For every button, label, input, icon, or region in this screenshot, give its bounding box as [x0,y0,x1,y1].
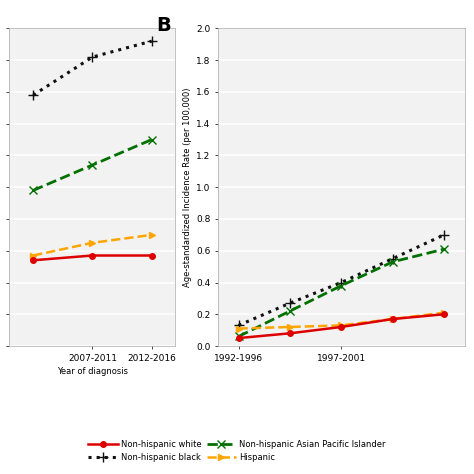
X-axis label: Year of diagnosis: Year of diagnosis [57,367,128,376]
Y-axis label: Age-standardized Incidence Rate (per 100,000): Age-standardized Incidence Rate (per 100… [183,88,192,287]
Text: B: B [156,16,171,35]
Legend: Non-hispanic white, Non-hispanic black, Non-hispanic Asian Pacific Islander, His: Non-hispanic white, Non-hispanic black, … [85,436,389,465]
